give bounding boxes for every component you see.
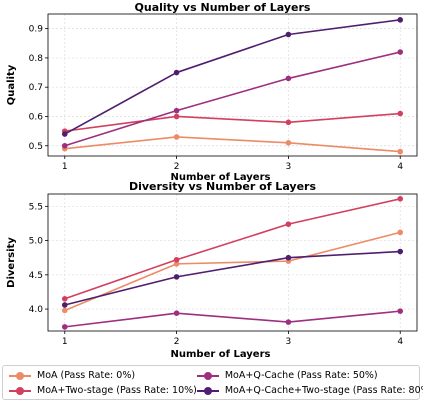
data-point xyxy=(397,148,404,155)
series-line xyxy=(64,231,401,312)
legend-swatch xyxy=(196,371,219,381)
data-point xyxy=(285,75,292,82)
data-point xyxy=(285,119,292,126)
data-point xyxy=(397,110,404,117)
data-point xyxy=(173,274,180,280)
data-point xyxy=(285,254,292,261)
data-point xyxy=(173,134,180,140)
data-point xyxy=(61,302,68,308)
chart-panel: 1 2 3 4 0.5 0.6 0.7 0.8 0.9 Quality vs Number of … xyxy=(6,1,418,183)
x-axis-label: Number of Layers xyxy=(171,349,271,360)
legend-swatch xyxy=(9,386,31,396)
y-tick-label: 5.5 xyxy=(29,202,43,212)
legend: MoA (Pass Rate: 0%) MoA+Q-Cache (Pass Ra… xyxy=(2,365,423,400)
y-axis-label: Quality xyxy=(6,64,17,105)
y-tick-label: 0.5 xyxy=(29,142,43,152)
chart-panel: 1 2 3 4 4.0 4.5 5.0 5.5 Diversity vs Number of L… xyxy=(6,180,418,360)
data-point xyxy=(61,131,68,137)
x-tick-label: 3 xyxy=(286,337,292,347)
x-tick-label: 4 xyxy=(397,162,403,172)
y-axis-label: Diversity xyxy=(6,237,17,288)
data-point xyxy=(397,17,404,23)
legend-label: MoA+Two-stage (Pass Rate: 10%) xyxy=(37,385,197,396)
data-point xyxy=(173,256,180,263)
x-tick-label: 2 xyxy=(174,337,180,347)
legend-swatch xyxy=(9,371,31,381)
data-point xyxy=(173,310,180,316)
chart-title: Diversity vs Number of Layers xyxy=(129,180,316,193)
legend-label: MoA (Pass Rate: 0%) xyxy=(37,370,136,381)
data-point xyxy=(61,324,68,330)
x-tick-label: 4 xyxy=(397,337,403,347)
data-point xyxy=(61,142,68,149)
data-point xyxy=(173,69,180,76)
x-tick-label: 1 xyxy=(62,337,68,347)
y-tick-label: 4.5 xyxy=(29,271,43,281)
x-tick-label: 3 xyxy=(286,162,292,172)
y-tick-label: 0.8 xyxy=(29,54,44,64)
legend-item: MoA+Q-Cache (Pass Rate: 50%) xyxy=(196,369,423,382)
data-point xyxy=(173,113,180,120)
data-point xyxy=(397,308,404,314)
data-point xyxy=(61,296,68,302)
legend-label: MoA+Q-Cache (Pass Rate: 50%) xyxy=(224,370,378,381)
legend-label: MoA+Q-Cache+Two-stage (Pass Rate: 80%) xyxy=(224,385,423,396)
data-point xyxy=(397,229,404,236)
series-line xyxy=(64,19,401,135)
data-point xyxy=(397,49,404,55)
data-point xyxy=(285,140,292,146)
series-line xyxy=(64,250,401,306)
legend-item: MoA+Q-Cache+Two-stage (Pass Rate: 80%) xyxy=(196,384,423,397)
data-point xyxy=(61,307,68,314)
legend-item: MoA+Two-stage (Pass Rate: 10%) xyxy=(9,384,197,397)
legend-swatch xyxy=(196,386,219,396)
data-point xyxy=(285,319,292,325)
plot-frame xyxy=(47,193,418,332)
data-point xyxy=(173,261,180,267)
y-tick-label: 0.7 xyxy=(29,83,43,93)
data-point xyxy=(285,31,292,38)
y-tick-label: 5.0 xyxy=(29,237,44,247)
legend-item: MoA (Pass Rate: 0%) xyxy=(9,369,197,382)
y-tick-label: 0.9 xyxy=(29,25,44,35)
data-point xyxy=(397,195,404,202)
chart-title: Quality vs Number of Layers xyxy=(135,1,311,14)
data-point xyxy=(397,248,404,255)
series-line xyxy=(64,310,401,328)
x-axis-label: Number of Layers xyxy=(171,172,271,183)
data-point xyxy=(285,221,292,227)
y-tick-label: 4.0 xyxy=(29,305,44,315)
x-tick-label: 1 xyxy=(62,162,68,172)
y-tick-label: 0.6 xyxy=(29,112,44,122)
x-tick-label: 2 xyxy=(174,162,180,172)
series-line xyxy=(64,198,401,300)
series-line xyxy=(64,51,401,147)
data-point xyxy=(173,107,180,114)
series-line xyxy=(64,136,401,153)
series-line xyxy=(64,112,401,132)
plot-frame xyxy=(47,13,418,157)
